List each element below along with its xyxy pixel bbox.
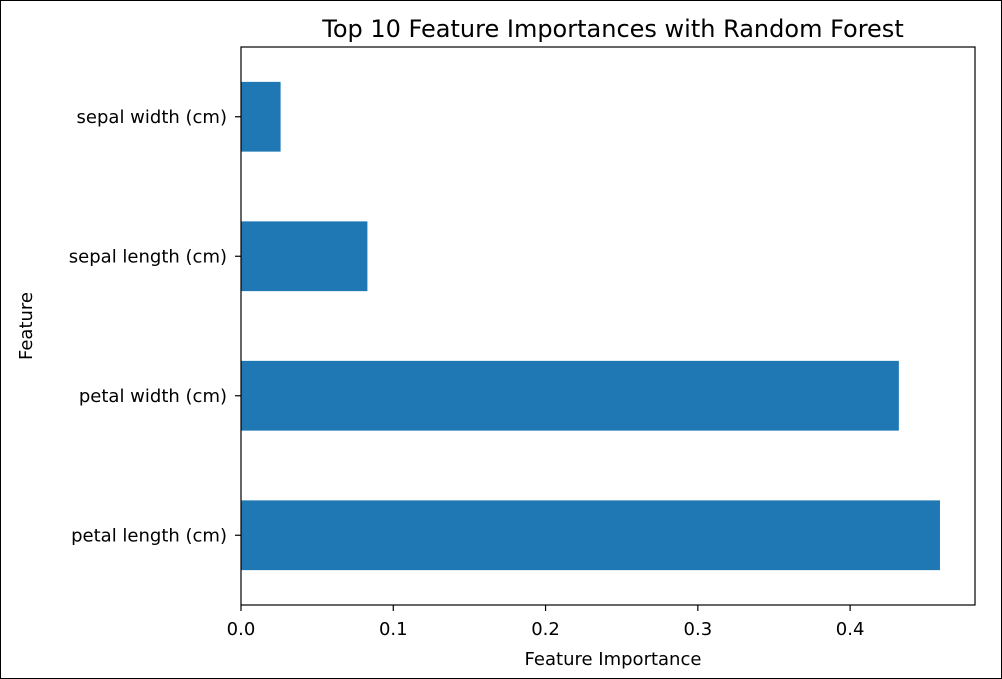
bar-sepal-length-cm xyxy=(241,221,368,292)
x-tick-label: 0.2 xyxy=(531,619,560,640)
y-tick-label: sepal length (cm) xyxy=(69,246,227,267)
plot-area-frame xyxy=(240,46,976,606)
x-tick-label: 0.3 xyxy=(684,619,713,640)
x-axis-label: Feature Importance xyxy=(525,649,702,670)
y-axis-label: Feature xyxy=(16,292,37,360)
y-tick-label: petal width (cm) xyxy=(79,386,227,407)
bar-petal-width-cm xyxy=(241,360,899,431)
bar-sepal-width-cm xyxy=(241,81,281,152)
bars-group xyxy=(241,81,940,571)
x-tick-label: 0.0 xyxy=(227,619,256,640)
x-tick-label: 0.1 xyxy=(379,619,408,640)
y-tick-label: sepal width (cm) xyxy=(77,107,227,128)
x-axis-ticks: 0.0 0.1 0.2 0.3 0.4 xyxy=(227,605,865,640)
y-axis-ticks: petal length (cm) petal width (cm) sepal l… xyxy=(69,107,241,546)
chart-title: Top 10 Feature Importances with Random F… xyxy=(321,15,903,43)
x-tick-label: 0.4 xyxy=(836,619,865,640)
y-tick-label: petal length (cm) xyxy=(71,525,227,546)
bar-petal-length-cm xyxy=(241,500,940,571)
